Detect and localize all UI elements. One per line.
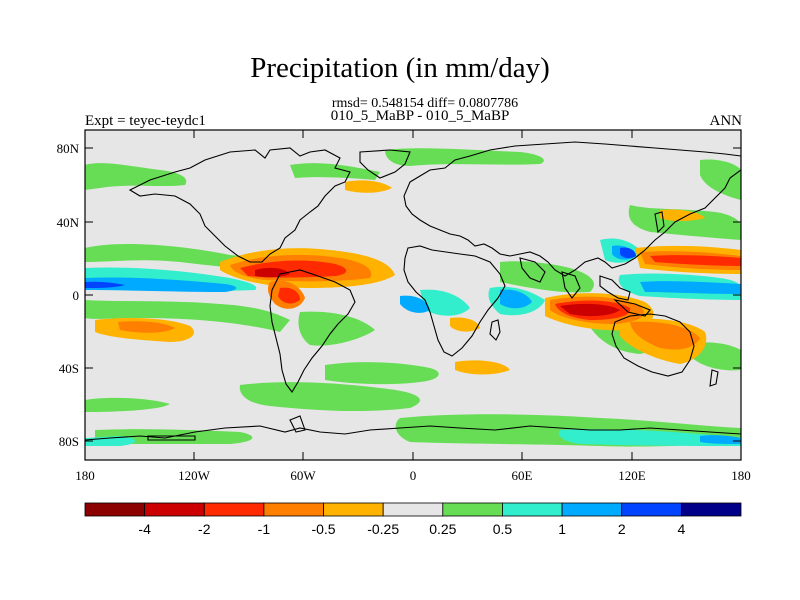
x-tick-label: 120W bbox=[178, 468, 211, 483]
y-tick-label: 40S bbox=[59, 361, 79, 376]
colorbar-swatch bbox=[263, 502, 324, 517]
colorbar-label: 4 bbox=[677, 521, 685, 537]
axis-ticks bbox=[84, 130, 742, 460]
stats-line: rmsd= 0.548154 diff= 0.0807786 bbox=[331, 96, 519, 111]
colorbar-label: -0.25 bbox=[367, 521, 399, 537]
plot-title: Precipitation (in mm/day) bbox=[250, 52, 550, 84]
colorbar-label: -2 bbox=[198, 521, 211, 537]
y-tick-label: 80N bbox=[57, 141, 80, 156]
x-tick-label: 60W bbox=[290, 468, 316, 483]
colorbar-label: -1 bbox=[258, 521, 271, 537]
x-tick-label: 120E bbox=[618, 468, 646, 483]
x-tick-label: 180 bbox=[75, 468, 95, 483]
colorbar-label: 0.25 bbox=[429, 521, 456, 537]
y-tick-label: 0 bbox=[73, 288, 80, 303]
colorbar-label: 1 bbox=[558, 521, 566, 537]
plot-subtitle: 010_5_MaBP - 010_5_MaBP bbox=[330, 108, 510, 124]
x-tick-label: 180 bbox=[731, 468, 751, 483]
colorbar-swatch bbox=[442, 502, 503, 517]
colorbar-label: -0.5 bbox=[311, 521, 335, 537]
colorbar-label: 0.5 bbox=[493, 521, 513, 537]
colorbar-swatch bbox=[144, 502, 205, 517]
colorbar: -4 -2 -1 -0.5 -0.25 0.25 0.5 1 2 4 bbox=[84, 502, 742, 537]
colorbar-label: -4 bbox=[138, 521, 151, 537]
colorbar-swatch bbox=[323, 502, 384, 517]
colorbar-swatch bbox=[561, 502, 623, 517]
y-tick-label: 40N bbox=[57, 215, 80, 230]
colorbar-label: 2 bbox=[618, 521, 626, 537]
season-label: ANN bbox=[709, 113, 743, 129]
colorbar-swatch bbox=[84, 502, 146, 517]
x-tick-label: 0 bbox=[410, 468, 417, 483]
colorbar-swatch bbox=[680, 502, 742, 517]
y-tick-label: 80S bbox=[59, 434, 79, 449]
colorbar-swatch bbox=[382, 502, 444, 517]
colorbar-swatch bbox=[502, 502, 563, 517]
experiment-label: Expt = teyec-teydc1 bbox=[85, 113, 206, 129]
coastlines bbox=[85, 141, 741, 441]
x-tick-label: 60E bbox=[512, 468, 533, 483]
colorbar-swatch bbox=[621, 502, 682, 517]
colorbar-swatch bbox=[203, 502, 265, 517]
